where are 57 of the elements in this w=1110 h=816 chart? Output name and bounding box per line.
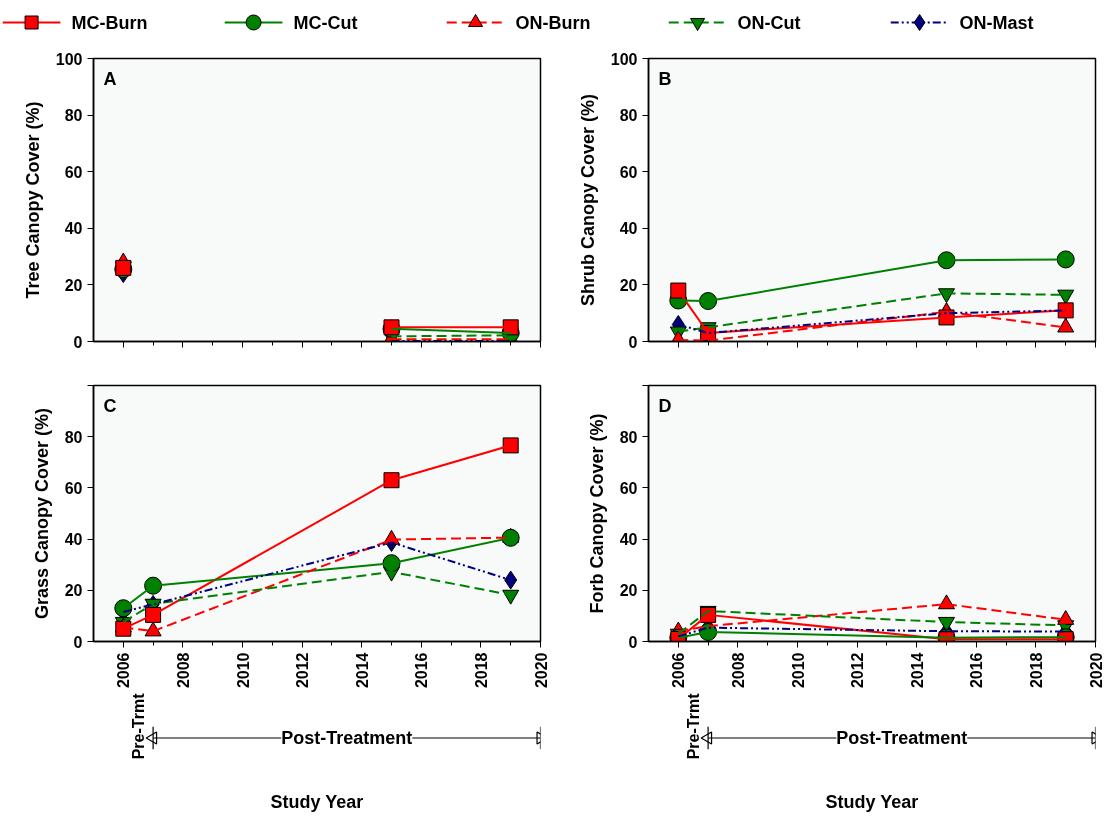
y-tick-label: 60 bbox=[64, 479, 83, 497]
y-axis-title: Shrub Canopy Cover (%) bbox=[577, 93, 598, 307]
y-tick-label: 60 bbox=[619, 163, 638, 181]
x-tick-label: 2008 bbox=[174, 652, 192, 689]
text: D bbox=[658, 395, 672, 416]
y-tick-label: 0 bbox=[73, 333, 83, 351]
y-tick-label: 0 bbox=[628, 633, 638, 651]
x-tick-label: 2018 bbox=[1027, 652, 1045, 689]
x-tick-label: 2020 bbox=[1087, 652, 1105, 689]
x-tick-label: 2006 bbox=[670, 652, 688, 689]
text: Pre-Trmt bbox=[129, 692, 147, 760]
y-tick-label: 20 bbox=[64, 582, 83, 600]
x-tick-label: 2012 bbox=[294, 652, 312, 689]
text: B bbox=[658, 68, 672, 89]
y-axis-title: Tree Canopy Cover (%) bbox=[22, 101, 43, 299]
text: C bbox=[103, 395, 117, 416]
y-tick-label: 100 bbox=[610, 50, 638, 68]
y-tick-label: 20 bbox=[619, 582, 638, 600]
text: Post-Treatment bbox=[281, 728, 413, 748]
y-axis-title: Grass Canopy Cover (%) bbox=[31, 407, 52, 620]
legend-label: ON-Mast bbox=[959, 12, 1034, 33]
x-tick-label: 2012 bbox=[849, 652, 867, 689]
text: Pre-Trmt bbox=[684, 692, 702, 760]
x-tick-label: 2018 bbox=[472, 652, 490, 689]
x-tick-label: 2014 bbox=[908, 652, 926, 689]
y-tick-label: 80 bbox=[619, 428, 638, 446]
text: A bbox=[103, 68, 117, 89]
x-tick-label: 2014 bbox=[353, 652, 371, 689]
legend-label: ON-Cut bbox=[737, 12, 801, 33]
y-tick-label: 0 bbox=[628, 333, 638, 351]
text: Post-Treatment bbox=[836, 728, 968, 748]
x-axis-title: Study Year bbox=[825, 791, 919, 812]
y-tick-label: 60 bbox=[619, 479, 638, 497]
y-tick-label: 80 bbox=[64, 428, 83, 446]
legend-label: MC-Burn bbox=[71, 12, 148, 33]
x-axis-title: Study Year bbox=[270, 791, 364, 812]
y-tick-label: 80 bbox=[619, 107, 638, 125]
y-tick-label: 40 bbox=[619, 220, 638, 238]
y-tick-label: 40 bbox=[64, 531, 83, 549]
y-tick-label: 60 bbox=[64, 163, 83, 181]
legend-label: MC-Cut bbox=[293, 12, 358, 33]
x-tick-label: 2016 bbox=[968, 652, 986, 689]
y-axis-title: Forb Canopy Cover (%) bbox=[586, 413, 607, 614]
y-tick-label: 40 bbox=[619, 531, 638, 549]
y-tick-label: 40 bbox=[64, 220, 83, 238]
y-tick-label: 20 bbox=[64, 276, 83, 294]
legend-label: ON-Burn bbox=[515, 12, 591, 33]
x-tick-label: 2010 bbox=[789, 652, 807, 689]
x-tick-label: 2020 bbox=[532, 652, 550, 689]
y-tick-label: 100 bbox=[55, 50, 83, 68]
y-tick-label: 0 bbox=[73, 633, 83, 651]
x-tick-label: 2010 bbox=[234, 652, 252, 689]
y-tick-label: 20 bbox=[619, 276, 638, 294]
x-tick-label: 2008 bbox=[729, 652, 747, 689]
x-tick-label: 2006 bbox=[115, 652, 133, 689]
x-tick-label: 2016 bbox=[413, 652, 431, 689]
y-tick-label: 80 bbox=[64, 107, 83, 125]
